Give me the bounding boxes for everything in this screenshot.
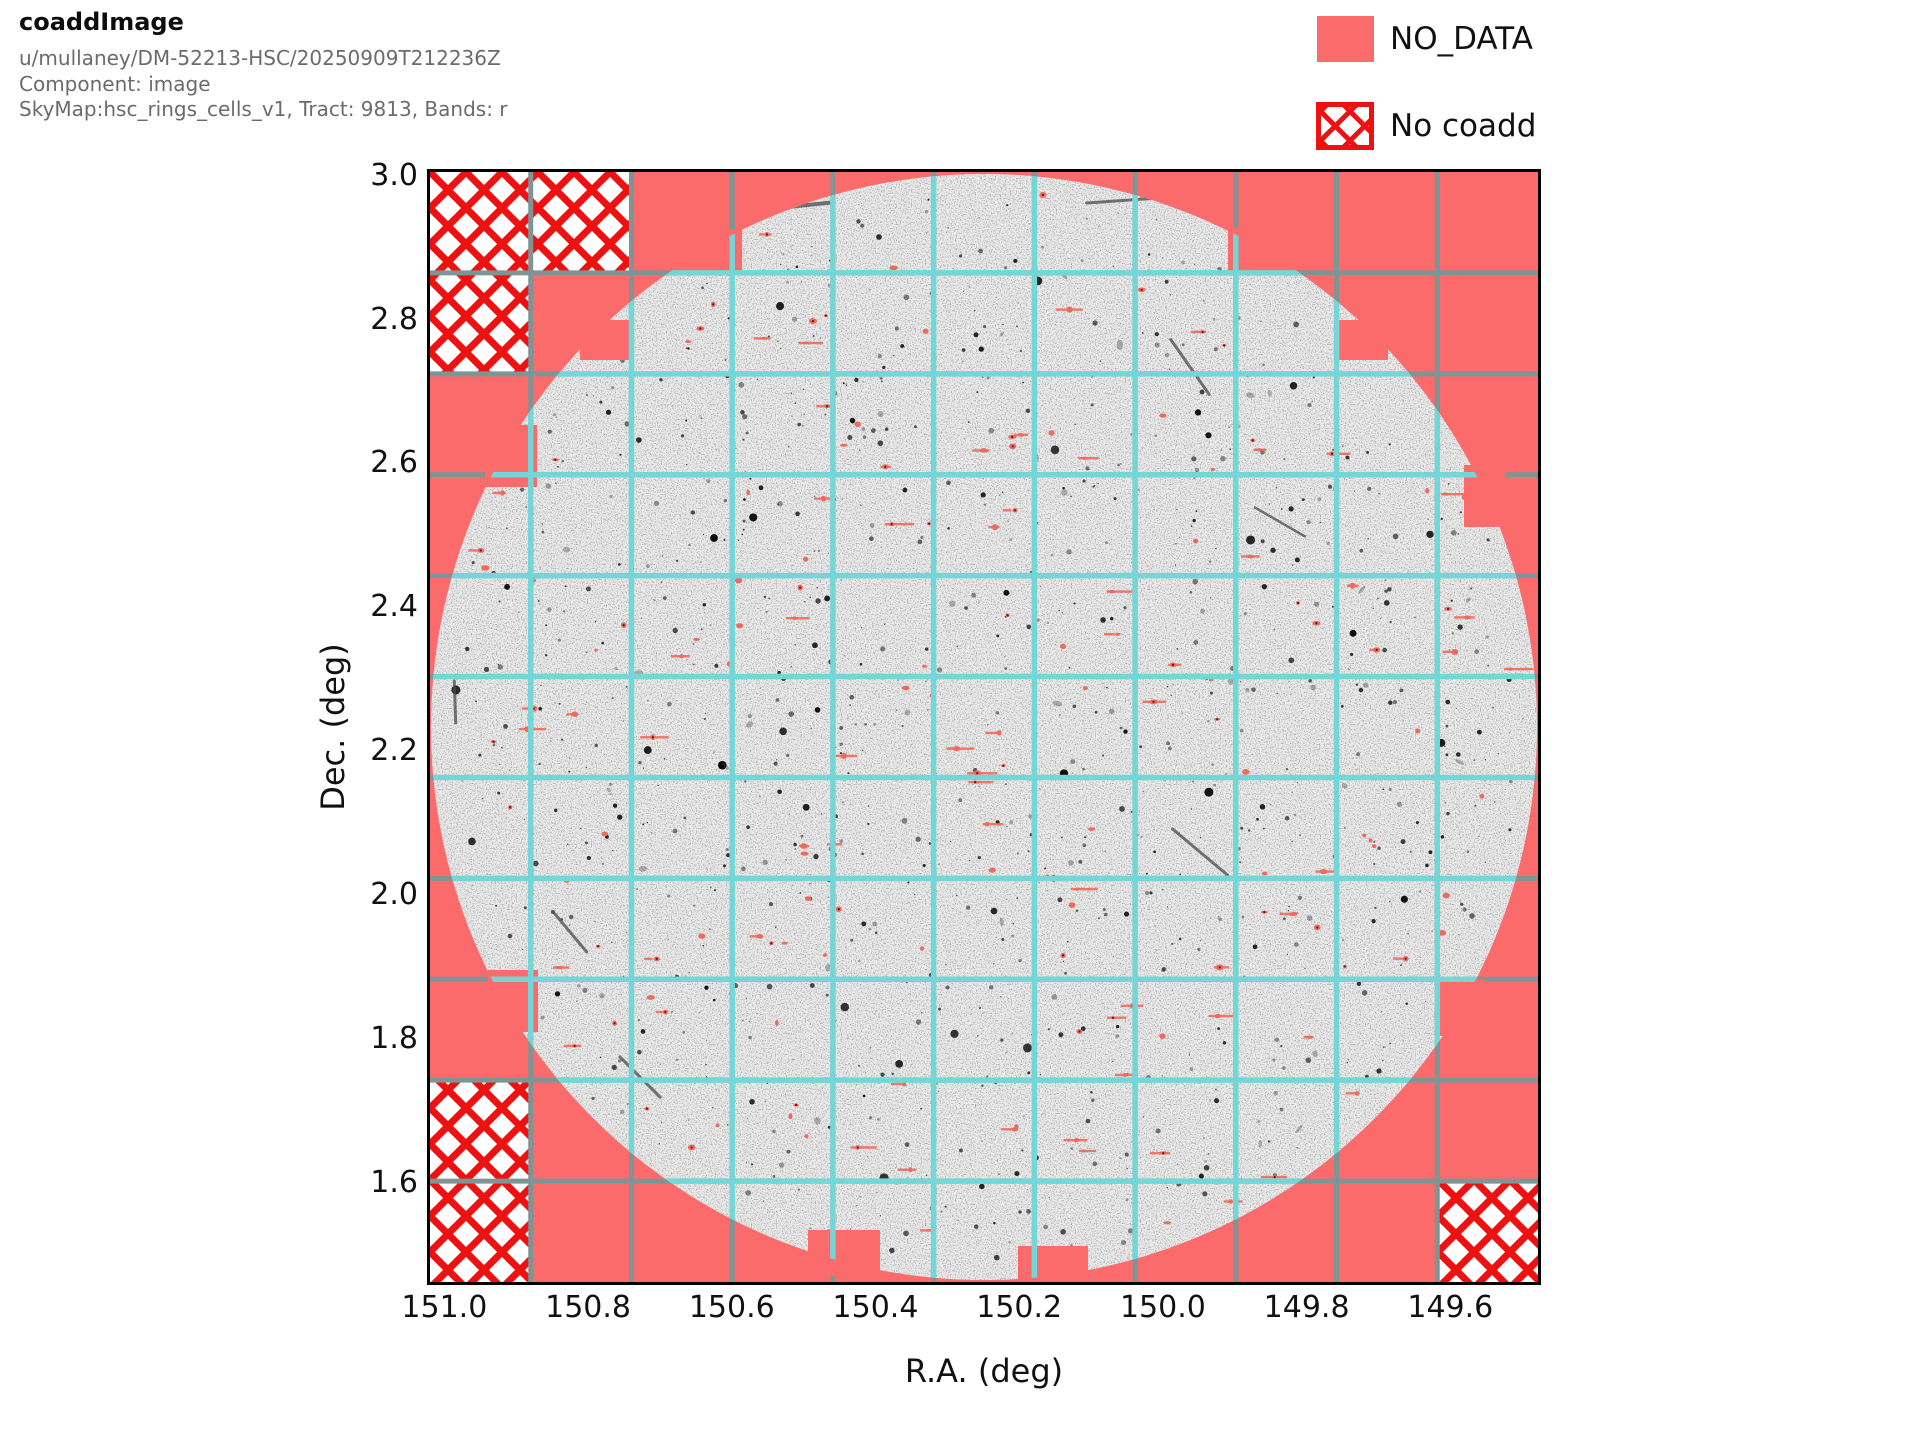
no-coadd-patch [430,1080,531,1182]
x-tick-label: 149.6 [1407,1290,1494,1325]
y-tick-label: 2.8 [370,301,418,337]
x-tick-label: 150.4 [832,1290,919,1325]
page-title: coaddImage [19,8,184,36]
y-tick-label: 2.6 [370,445,418,481]
no-data-swatch [1317,16,1374,62]
x-tick-label: 150.8 [545,1290,632,1325]
subtitle-skymap: SkyMap:hsc_rings_cells_v1, Tract: 9813, … [19,97,508,121]
x-tick-label: 150.0 [1119,1290,1206,1325]
no-data-legend-label: NO_DATA [1390,21,1533,57]
sky-map-image [430,172,1538,1282]
no-coadd-patch [430,172,531,273]
no-coadd-patch [430,1181,531,1282]
x-axis-label: R.A. (deg) [904,1352,1064,1390]
no-coadd-patch [1437,1181,1538,1282]
y-tick-label: 2.4 [370,589,418,625]
no-coadd-hatch-patches [430,172,1538,1282]
y-tick-label: 1.8 [370,1021,418,1057]
y-tick-label: 2.2 [370,733,418,769]
x-tick-label: 150.2 [976,1290,1063,1325]
no-coadd-patch [530,172,632,273]
no-coadd-swatch [1316,102,1374,150]
x-tick-label: 150.6 [688,1290,775,1325]
x-tick-label: 151.0 [401,1290,488,1325]
subtitle-component: Component: image [19,72,211,96]
y-tick-label: 1.6 [370,1165,418,1201]
no-coadd-patch [430,272,531,374]
y-tick-label: 2.0 [370,877,418,913]
plot-area [427,169,1541,1285]
subtitle-collection: u/mullaney/DM-52213-HSC/20250909T212236Z [19,46,501,70]
x-tick-label: 149.8 [1263,1290,1350,1325]
y-axis-label: Dec. (deg) [314,643,352,811]
y-tick-label: 3.0 [370,157,418,193]
no-coadd-legend-label: No coadd [1390,108,1537,144]
